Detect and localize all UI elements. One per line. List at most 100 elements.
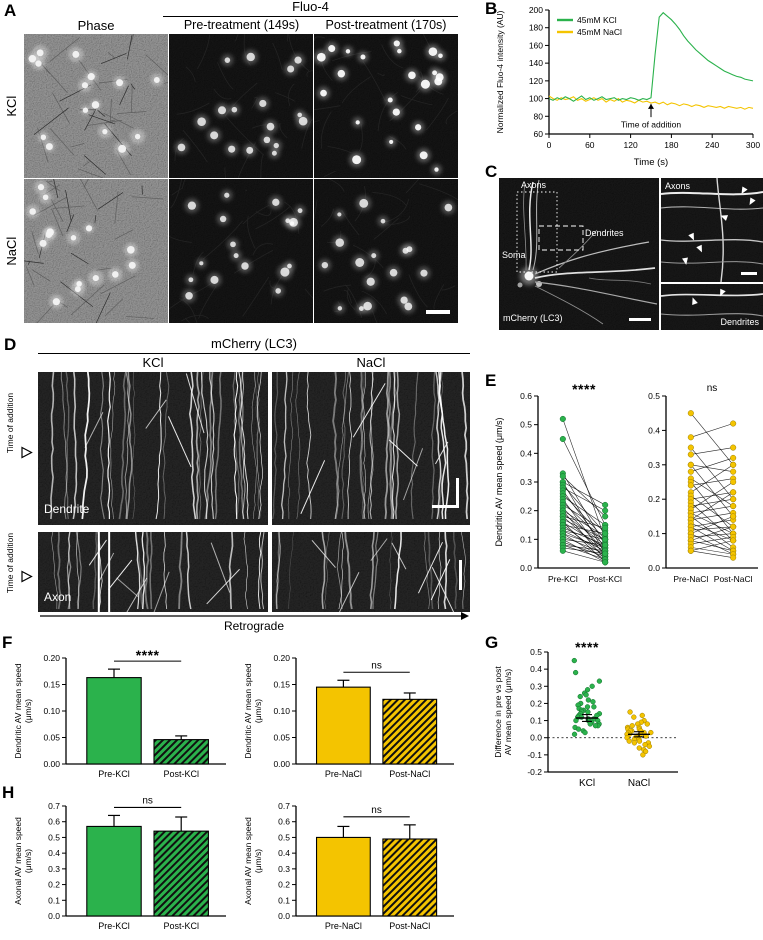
kymograph-header-line	[38, 353, 470, 354]
panel-g-label: G	[485, 633, 499, 652]
svg-text:0.2: 0.2	[520, 506, 532, 516]
svg-text:0.4: 0.4	[48, 848, 60, 858]
svg-text:0.2: 0.2	[530, 698, 542, 708]
axonal-bar-nacl-chart: 0.0 0.1 0.2 0.3 0.4 0.5 0.6 0.7 Pre-NaCl Post-NaC…	[242, 792, 460, 938]
scale-bar	[459, 560, 462, 590]
kymograph-axon-nacl	[272, 532, 470, 612]
time-of-addition-marker-axon	[21, 570, 33, 583]
svg-text:140: 140	[529, 58, 543, 68]
svg-text:0.3: 0.3	[520, 477, 532, 487]
svg-text:0.3: 0.3	[530, 681, 542, 691]
svg-text:****: ****	[136, 647, 160, 663]
svg-text:0.0: 0.0	[530, 733, 542, 743]
fluo4-header-line	[163, 16, 458, 17]
svg-text:Dendritic AV mean speed: Dendritic AV mean speed	[243, 663, 253, 759]
dendrites-detail-label: Dendrites	[720, 317, 759, 327]
svg-text:60: 60	[534, 129, 544, 139]
fluo4-intensity-chart: 60 80 100 120 140 160 180 200 0 60 120 180 240 300 Tim…	[492, 4, 763, 170]
svg-text:Post-NaCl: Post-NaCl	[714, 574, 753, 584]
svg-text:0.0: 0.0	[48, 911, 60, 921]
kymo-col-nacl: NaCl	[356, 355, 386, 370]
soma-label: Soma	[502, 250, 526, 260]
scale-bar	[741, 272, 757, 275]
svg-text:0.00: 0.00	[43, 759, 60, 769]
svg-text:0.00: 0.00	[273, 759, 290, 769]
axonal-bar-kcl-chart: 0.0 0.1 0.2 0.3 0.4 0.5 0.6 0.7 Pre-KCl Post-KCl n…	[12, 792, 232, 938]
svg-text:0.05: 0.05	[273, 733, 290, 743]
svg-text:0.1: 0.1	[278, 895, 290, 905]
svg-text:0.20: 0.20	[273, 653, 290, 663]
svg-text:0.2: 0.2	[648, 494, 660, 504]
dendritic-bar-nacl-chart: 0.00 0.05 0.10 0.15 0.20 Pre-NaCl Post-NaCl ns D…	[242, 642, 460, 786]
svg-text:Time (s): Time (s)	[634, 157, 668, 168]
svg-text:ns: ns	[707, 383, 718, 394]
col-header-phase: Phase	[77, 18, 115, 33]
svg-text:-0.2: -0.2	[527, 767, 542, 777]
kymograph-header: mCherry (LC3)	[211, 336, 297, 351]
col-header-posttreatment: Post-treatment (170s)	[325, 18, 447, 32]
svg-text:-0.1: -0.1	[527, 750, 542, 760]
svg-text:0.05: 0.05	[43, 733, 60, 743]
svg-text:Post-NaCl: Post-NaCl	[389, 769, 430, 779]
svg-text:200: 200	[529, 5, 543, 15]
svg-text:0.5: 0.5	[530, 647, 542, 657]
svg-text:0.4: 0.4	[530, 664, 542, 674]
svg-text:Dendritic AV mean speed (μm/s): Dendritic AV mean speed (μm/s)	[494, 417, 504, 546]
dendrites-label: Dendrites	[585, 228, 624, 238]
panel-b-label: B	[485, 0, 498, 18]
panel-d-label: D	[4, 335, 17, 354]
difference-scatter-chart: -0.2 -0.1 0.0 0.1 0.2 0.3 0.4 0.5 KCl NaCl **** Dif…	[492, 640, 724, 792]
svg-text:0.3: 0.3	[48, 864, 60, 874]
micrograph-fluo4-post-nacl	[314, 179, 458, 323]
svg-text:80: 80	[534, 111, 544, 121]
axon-row-label: Axon	[44, 590, 72, 604]
row-label-nacl: NaCl	[3, 236, 19, 266]
kymograph-dendrite-kcl	[38, 372, 268, 525]
svg-text:0: 0	[547, 140, 552, 150]
retrograde-arrow	[40, 612, 469, 620]
svg-text:Pre-KCl: Pre-KCl	[98, 921, 130, 931]
axons-detail-label: Axons	[665, 181, 691, 191]
svg-text:0.10: 0.10	[43, 706, 60, 716]
svg-text:0.5: 0.5	[520, 420, 532, 430]
fluo4-group-header: Fluo-4	[292, 0, 329, 14]
svg-text:Normalized Fluo-4 intensity (A: Normalized Fluo-4 intensity (AU)	[495, 10, 505, 133]
svg-text:0.5: 0.5	[648, 391, 660, 401]
svg-text:Pre-NaCl: Pre-NaCl	[673, 574, 708, 584]
time-of-addition-marker-dendrite	[21, 446, 33, 459]
micrograph-phase-kcl	[24, 34, 168, 178]
svg-text:ns: ns	[371, 660, 382, 671]
svg-text:Pre-KCl: Pre-KCl	[98, 769, 130, 779]
svg-text:(μm/s): (μm/s)	[23, 849, 33, 873]
svg-text:Pre-NaCl: Pre-NaCl	[325, 769, 362, 779]
svg-text:ns: ns	[371, 805, 382, 816]
svg-text:0.10: 0.10	[273, 706, 290, 716]
svg-text:0.3: 0.3	[648, 460, 660, 470]
svg-text:Pre-NaCl: Pre-NaCl	[325, 921, 362, 931]
svg-text:180: 180	[529, 23, 543, 33]
kymograph-dendrite-nacl	[272, 372, 470, 525]
svg-text:0.0: 0.0	[278, 911, 290, 921]
svg-text:Difference in pre vs post: Difference in pre vs post	[493, 666, 503, 758]
svg-text:Dendritic AV mean speed: Dendritic AV mean speed	[13, 663, 23, 759]
svg-text:0.1: 0.1	[48, 895, 60, 905]
svg-text:****: ****	[572, 381, 596, 397]
svg-text:Post-KCl: Post-KCl	[163, 769, 199, 779]
svg-text:100: 100	[529, 94, 543, 104]
time-of-addition-label-dendrite: Time of addition	[5, 392, 15, 454]
kymo-col-kcl: KCl	[142, 355, 164, 370]
stain-label: mCherry (LC3)	[503, 313, 563, 323]
micrograph-neuron-overview	[499, 178, 659, 330]
svg-text:Axonal AV mean speed: Axonal AV mean speed	[13, 817, 23, 905]
micrograph-fluo4-post-kcl	[314, 34, 458, 178]
scale-bar	[456, 478, 459, 508]
svg-text:Post-KCl: Post-KCl	[163, 921, 199, 931]
row-label-kcl: KCl	[3, 95, 19, 117]
svg-text:AV mean speed (μm/s): AV mean speed (μm/s)	[503, 669, 513, 756]
svg-text:0.0: 0.0	[648, 563, 660, 573]
svg-text:300: 300	[746, 140, 760, 150]
svg-text:NaCl: NaCl	[628, 778, 650, 789]
svg-text:0.1: 0.1	[530, 716, 542, 726]
micrograph-axons-detail	[661, 178, 763, 282]
